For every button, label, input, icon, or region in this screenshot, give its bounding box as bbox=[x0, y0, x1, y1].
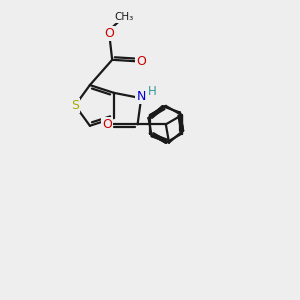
Text: N: N bbox=[136, 90, 146, 103]
Text: H: H bbox=[148, 85, 157, 98]
Text: O: O bbox=[102, 118, 112, 131]
Text: O: O bbox=[104, 27, 114, 40]
Text: S: S bbox=[71, 99, 79, 112]
Text: O: O bbox=[136, 55, 146, 68]
Text: CH₃: CH₃ bbox=[114, 12, 134, 22]
